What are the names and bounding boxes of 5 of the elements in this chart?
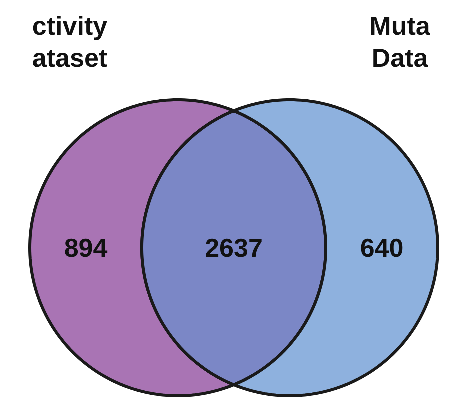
- category-label: Muta Data: [370, 11, 431, 73]
- data-label: 894: [64, 233, 108, 263]
- data-label: 640: [360, 233, 404, 263]
- category-label: ctivity ataset: [32, 11, 108, 73]
- data-label: 2637: [205, 233, 263, 263]
